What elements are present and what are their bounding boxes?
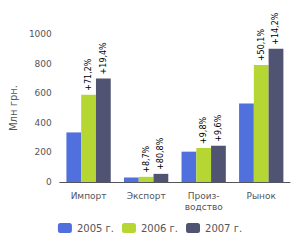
svg-text:Произ-: Произ-: [188, 191, 220, 201]
svg-text:800: 800: [35, 59, 52, 69]
svg-text:Экспорт: Экспорт: [127, 191, 166, 201]
svg-text:0: 0: [46, 177, 52, 187]
svg-text:+80,8%: +80,8%: [156, 137, 165, 170]
svg-text:+19,4%: +19,4%: [99, 42, 108, 75]
svg-text:+71,2%: +71,2%: [84, 58, 93, 91]
svg-text:+8,7%: +8,7%: [142, 145, 151, 172]
svg-text:Рынок: Рынок: [247, 191, 277, 201]
svg-text:200: 200: [35, 147, 52, 157]
svg-text:водство: водство: [185, 202, 224, 212]
svg-text:+14,2%: +14,2%: [271, 12, 280, 45]
svg-text:2005 г.: 2005 г.: [77, 223, 114, 234]
svg-text:2006 г.: 2006 г.: [141, 223, 178, 234]
svg-text:+9,6%: +9,6%: [214, 114, 223, 141]
svg-text:+9,8%: +9,8%: [199, 117, 208, 144]
svg-text:400: 400: [35, 118, 52, 128]
svg-text:600: 600: [35, 88, 52, 98]
svg-text:2007 г.: 2007 г.: [205, 223, 242, 234]
svg-text:Импорт: Импорт: [71, 191, 107, 201]
svg-text:+50,1%: +50,1%: [257, 29, 266, 62]
svg-text:Млн грн.: Млн грн.: [8, 85, 19, 131]
svg-text:1000: 1000: [29, 29, 52, 39]
